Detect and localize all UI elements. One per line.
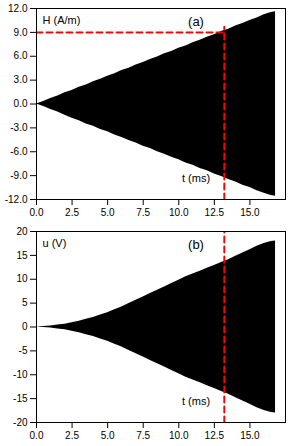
svg-text:-12.0: -12.0 [5, 194, 28, 205]
svg-text:6.0: 6.0 [14, 50, 28, 61]
svg-text:15.0: 15.0 [240, 430, 260, 441]
svg-text:t (ms): t (ms) [182, 172, 210, 184]
svg-text:0.0: 0.0 [30, 430, 44, 441]
svg-text:0.0: 0.0 [30, 207, 44, 218]
svg-text:7.5: 7.5 [136, 207, 150, 218]
svg-text:12.0: 12.0 [8, 3, 28, 14]
svg-text:20: 20 [16, 226, 28, 237]
svg-text:-9.0: -9.0 [10, 170, 28, 181]
svg-text:2.5: 2.5 [65, 207, 79, 218]
svg-text:-15: -15 [13, 393, 28, 404]
svg-text:-10: -10 [13, 369, 28, 380]
svg-text:12.5: 12.5 [205, 207, 225, 218]
svg-text:15: 15 [16, 250, 28, 261]
svg-text:9.0: 9.0 [14, 27, 28, 38]
svg-text:12.5: 12.5 [205, 430, 225, 441]
svg-text:t (ms): t (ms) [182, 395, 210, 407]
svg-text:3.0: 3.0 [14, 74, 28, 85]
svg-text:10.0: 10.0 [169, 430, 189, 441]
svg-text:10.0: 10.0 [169, 207, 189, 218]
svg-text:(b): (b) [188, 237, 204, 252]
svg-text:u (V): u (V) [43, 237, 67, 249]
svg-text:H (A/m): H (A/m) [43, 14, 81, 26]
svg-text:-5: -5 [19, 345, 28, 356]
svg-text:0.0: 0.0 [14, 98, 28, 109]
svg-text:0: 0 [22, 321, 28, 332]
svg-text:5.0: 5.0 [101, 207, 115, 218]
svg-text:5: 5 [22, 297, 28, 308]
svg-text:-6.0: -6.0 [10, 146, 28, 157]
svg-text:-20: -20 [13, 417, 28, 428]
svg-text:2.5: 2.5 [65, 430, 79, 441]
svg-text:7.5: 7.5 [136, 430, 150, 441]
svg-text:5.0: 5.0 [101, 430, 115, 441]
svg-text:15.0: 15.0 [240, 207, 260, 218]
svg-text:10: 10 [16, 273, 28, 284]
svg-text:-3.0: -3.0 [10, 122, 28, 133]
svg-text:(a): (a) [188, 14, 204, 29]
